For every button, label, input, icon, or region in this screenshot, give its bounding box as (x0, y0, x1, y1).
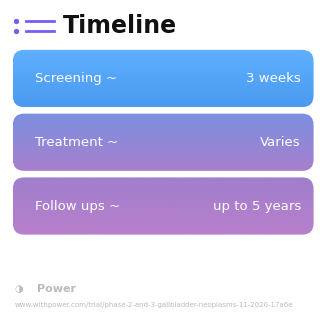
Text: Screening ~: Screening ~ (35, 72, 117, 85)
Text: www.withpower.com/trial/phase-2-and-3-gallbladder-neoplasms-11-2020-17a6e: www.withpower.com/trial/phase-2-and-3-ga… (14, 302, 293, 308)
Text: Treatment ~: Treatment ~ (35, 136, 118, 149)
Text: Power: Power (37, 284, 76, 294)
Text: Varies: Varies (260, 136, 301, 149)
Text: ◑: ◑ (14, 284, 23, 294)
Text: Timeline: Timeline (62, 14, 177, 38)
Text: up to 5 years: up to 5 years (212, 199, 301, 213)
Text: Follow ups ~: Follow ups ~ (35, 199, 120, 213)
Text: 3 weeks: 3 weeks (246, 72, 301, 85)
